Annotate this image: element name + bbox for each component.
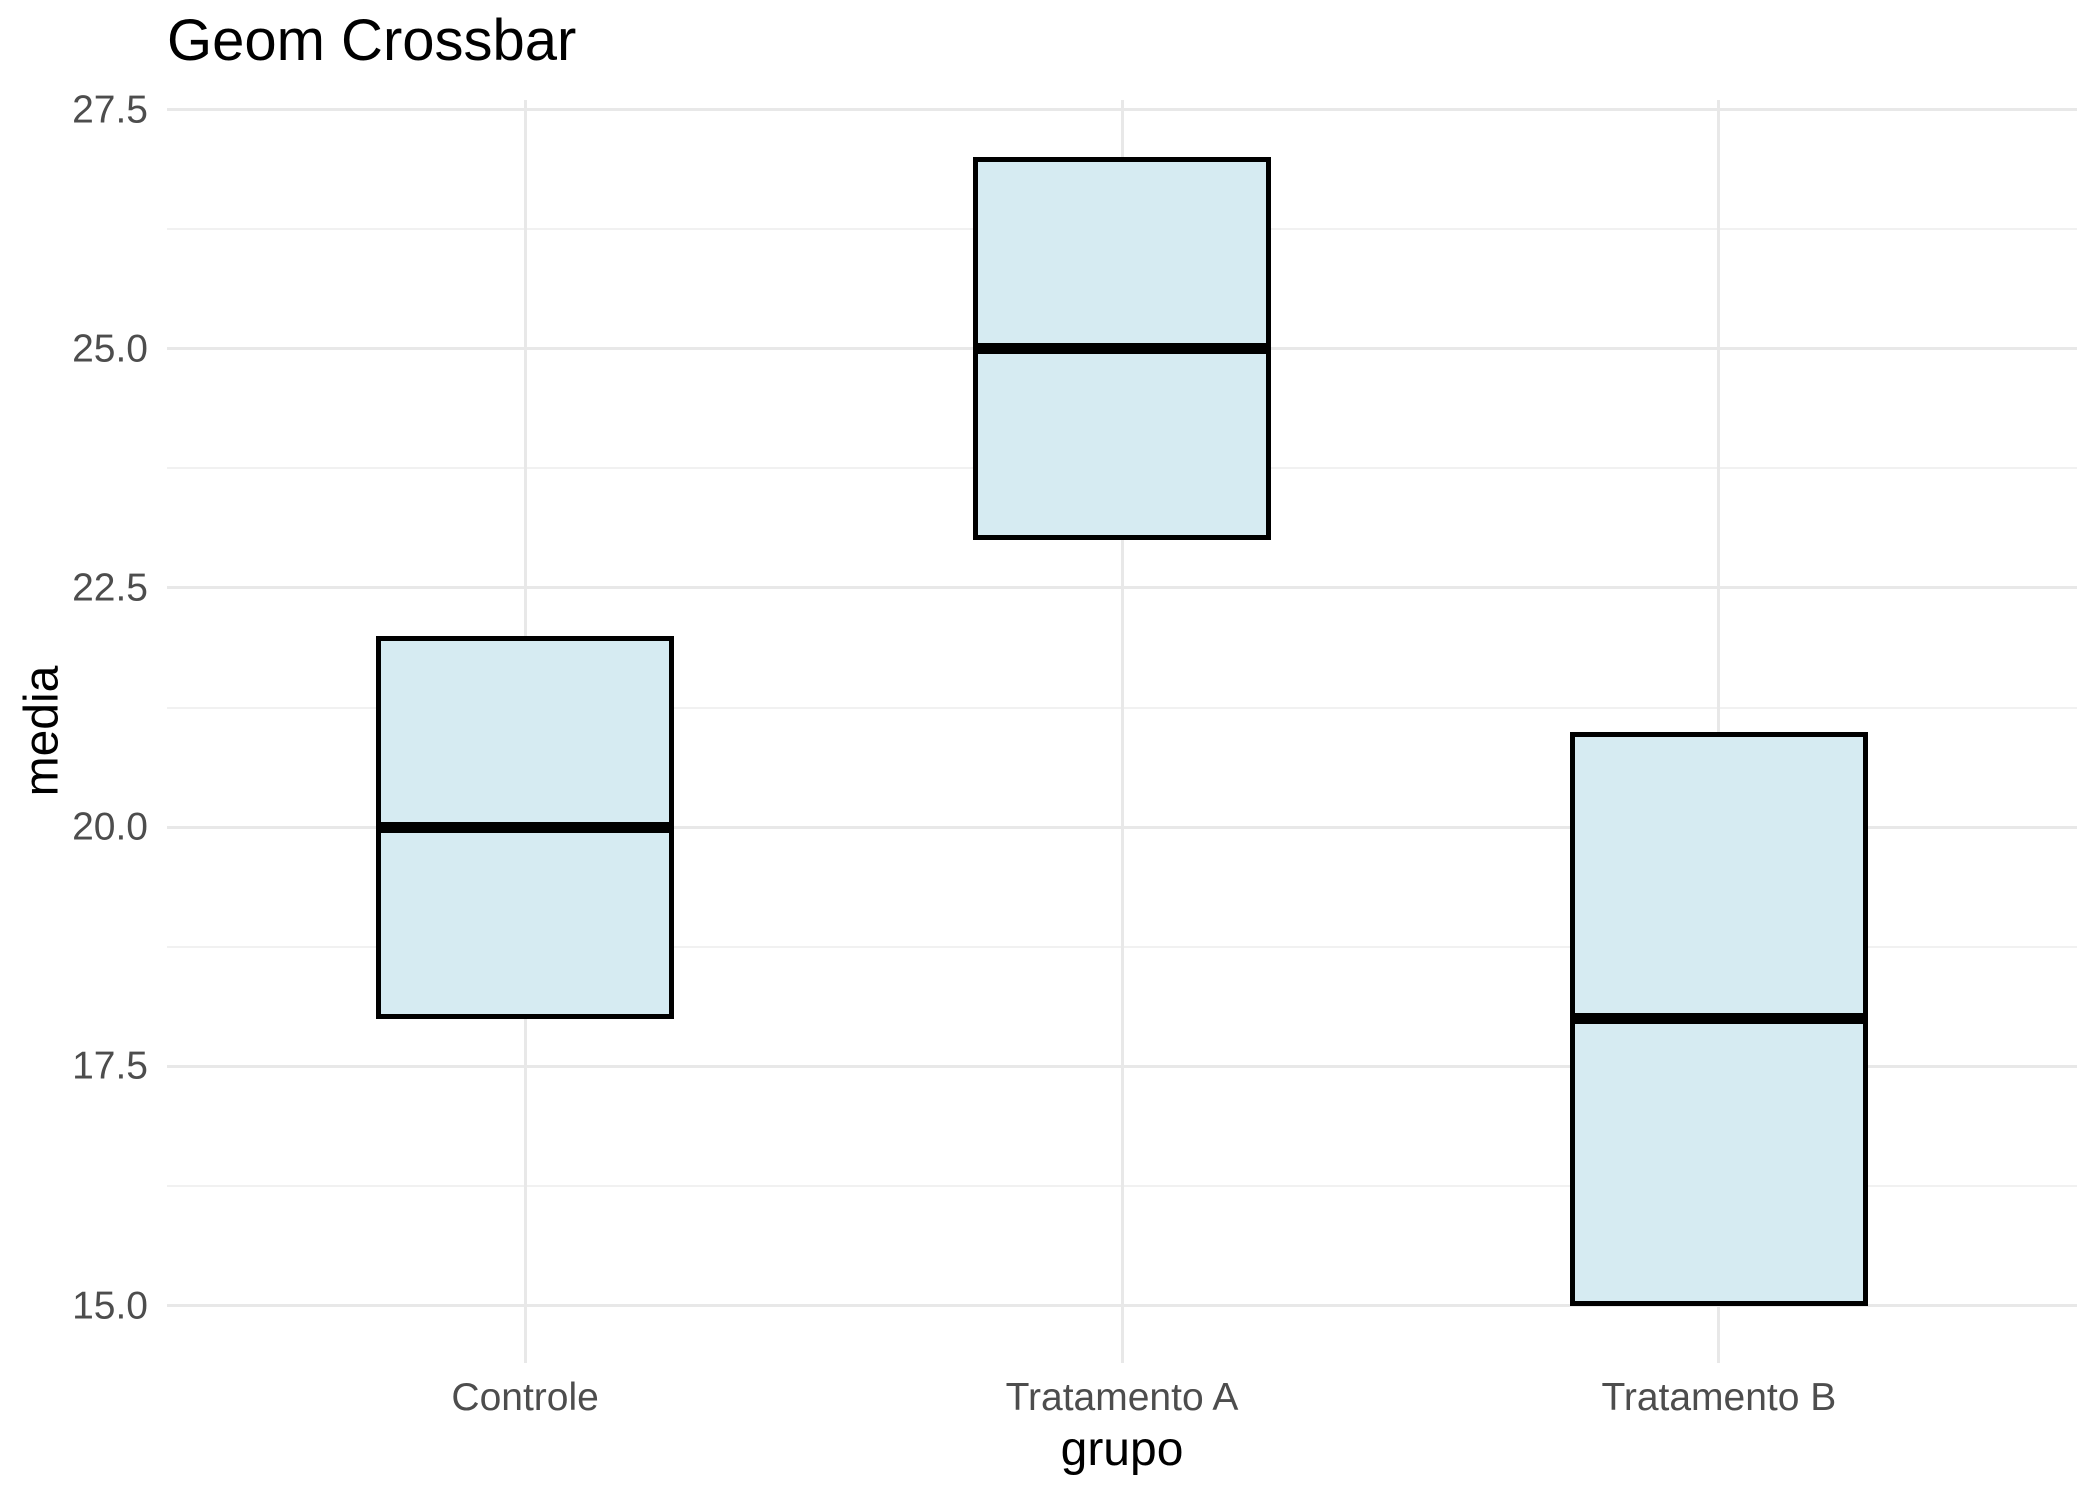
x-tick-label: Tratamento B <box>1601 1376 1837 1419</box>
gridline-major-vertical <box>1120 100 1124 1363</box>
y-tick-label: 27.5 <box>72 88 148 132</box>
x-tick-label: Tratamento A <box>1005 1376 1239 1419</box>
crossbar-middle-line-2 <box>972 343 1272 355</box>
y-tick-label: 20.0 <box>72 805 148 849</box>
crossbar-middle-line-3 <box>1569 1013 1869 1025</box>
y-axis-title: media <box>15 665 69 797</box>
x-axis-title: grupo <box>1060 1423 1184 1476</box>
x-tick-label: Controle <box>451 1376 599 1419</box>
crossbar-middle-line-1 <box>375 821 675 833</box>
y-tick-label: 22.5 <box>72 566 148 610</box>
y-tick-label: 17.5 <box>72 1044 148 1088</box>
y-tick-label: 25.0 <box>72 327 148 371</box>
y-tick-label: 15.0 <box>72 1284 148 1328</box>
plot-panel <box>167 100 2077 1363</box>
chart-title: Geom Crossbar <box>167 8 577 73</box>
